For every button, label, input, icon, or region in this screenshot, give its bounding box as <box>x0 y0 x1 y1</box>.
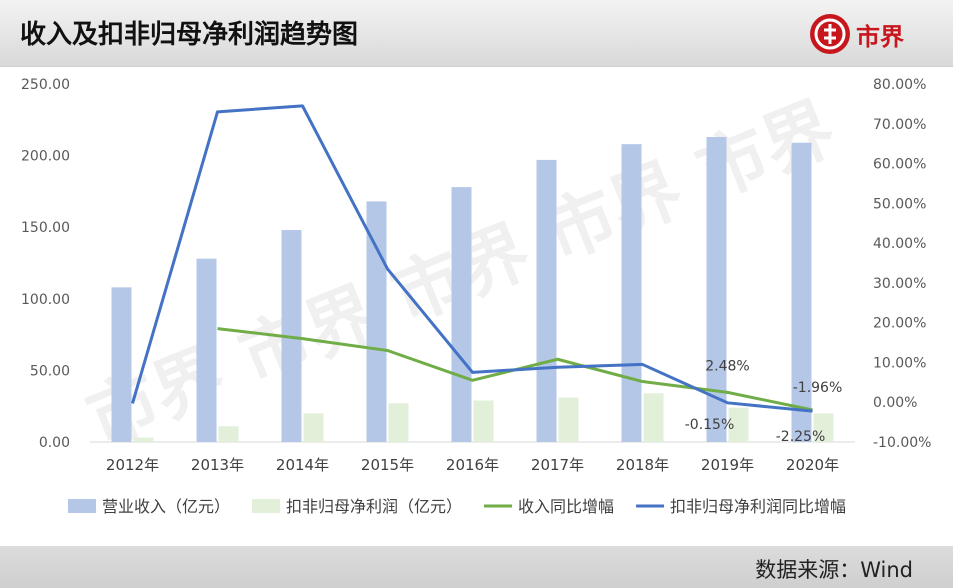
y-left-tick-label: 0.00 <box>39 435 70 451</box>
legend-label: 收入同比增幅 <box>518 497 614 516</box>
legend-label: 营业收入（亿元） <box>102 497 230 516</box>
logo-text: 市界 <box>856 22 904 51</box>
y-left-tick-label: 50.00 <box>30 363 70 379</box>
y-left-tick-label: 200.00 <box>21 149 70 165</box>
legend-swatch <box>252 499 281 513</box>
y-right-tick-label: 60.00% <box>873 157 926 173</box>
brand-logo: 市界 <box>810 12 904 56</box>
y-right-tick-label: 10.00% <box>873 355 926 371</box>
bar-revenue <box>536 159 557 442</box>
bar-revenue <box>111 287 132 442</box>
data-label: -0.15% <box>685 417 735 433</box>
x-tick-label: 2013年 <box>191 456 244 474</box>
data-label: 2.48% <box>705 358 749 374</box>
bar-revenue <box>196 258 217 442</box>
x-tick-label: 2019年 <box>701 456 754 474</box>
y-right-tick-label: -10.00% <box>873 435 931 451</box>
x-tick-label: 2014年 <box>276 456 329 474</box>
y-right-tick-label: 70.00% <box>873 117 926 133</box>
bar-revenue <box>706 136 727 442</box>
footer-bar: 数据来源：Wind <box>0 546 953 588</box>
x-tick-label: 2020年 <box>786 456 839 474</box>
chart-title: 收入及扣非归母净利润趋势图 <box>20 20 359 50</box>
bar-revenue <box>366 201 387 442</box>
y-right-tick-label: 50.00% <box>873 196 926 212</box>
legend-label: 扣非归母净利润（亿元） <box>286 497 462 516</box>
legend-swatch <box>68 499 96 513</box>
bar-profit <box>813 413 834 442</box>
bar-profit <box>728 407 749 442</box>
x-tick-label: 2017年 <box>531 456 584 474</box>
x-tick-label: 2018年 <box>616 456 669 474</box>
bar-profit <box>133 437 154 442</box>
y-right-tick-label: 30.00% <box>873 276 926 292</box>
bar-profit <box>643 393 664 442</box>
y-left-tick-label: 100.00 <box>21 292 70 308</box>
data-label: -2.25% <box>776 429 826 445</box>
y-right-tick-label: 20.00% <box>873 316 926 332</box>
y-left-tick-label: 250.00 <box>21 77 70 93</box>
legend-label: 扣非归母净利润同比增幅 <box>670 497 846 516</box>
x-tick-label: 2016年 <box>446 456 499 474</box>
y-right-tick-label: 0.00% <box>873 395 917 411</box>
logo-icon <box>810 14 850 54</box>
y-right-tick-label: 40.00% <box>873 236 926 252</box>
x-tick-label: 2012年 <box>106 456 159 474</box>
bar-revenue <box>791 142 812 442</box>
bar-revenue <box>451 187 472 442</box>
line-profit-growth <box>131 104 813 413</box>
x-tick-label: 2015年 <box>361 456 414 474</box>
bar-profit <box>388 403 409 442</box>
data-source: 数据来源：Wind <box>755 558 913 582</box>
bar-revenue <box>621 144 642 443</box>
y-right-tick-label: 80.00% <box>873 77 926 93</box>
data-label: -1.96% <box>793 380 843 396</box>
bar-profit <box>303 413 324 442</box>
bar-profit <box>558 397 579 442</box>
bar-profit <box>218 426 239 442</box>
chart-area: 市界 市界 市界 市界 市界 0.00 50.00 100.00 150.00 200.… <box>0 66 953 546</box>
bar-profit <box>473 400 494 442</box>
title-bar: 收入及扣非归母净利润趋势图 市界 <box>0 0 953 67</box>
y-left-tick-label: 150.00 <box>21 220 70 236</box>
combo-chart: 市界 市界 市界 市界 市界 0.0050.00100.00150.00200.… <box>21 77 931 516</box>
